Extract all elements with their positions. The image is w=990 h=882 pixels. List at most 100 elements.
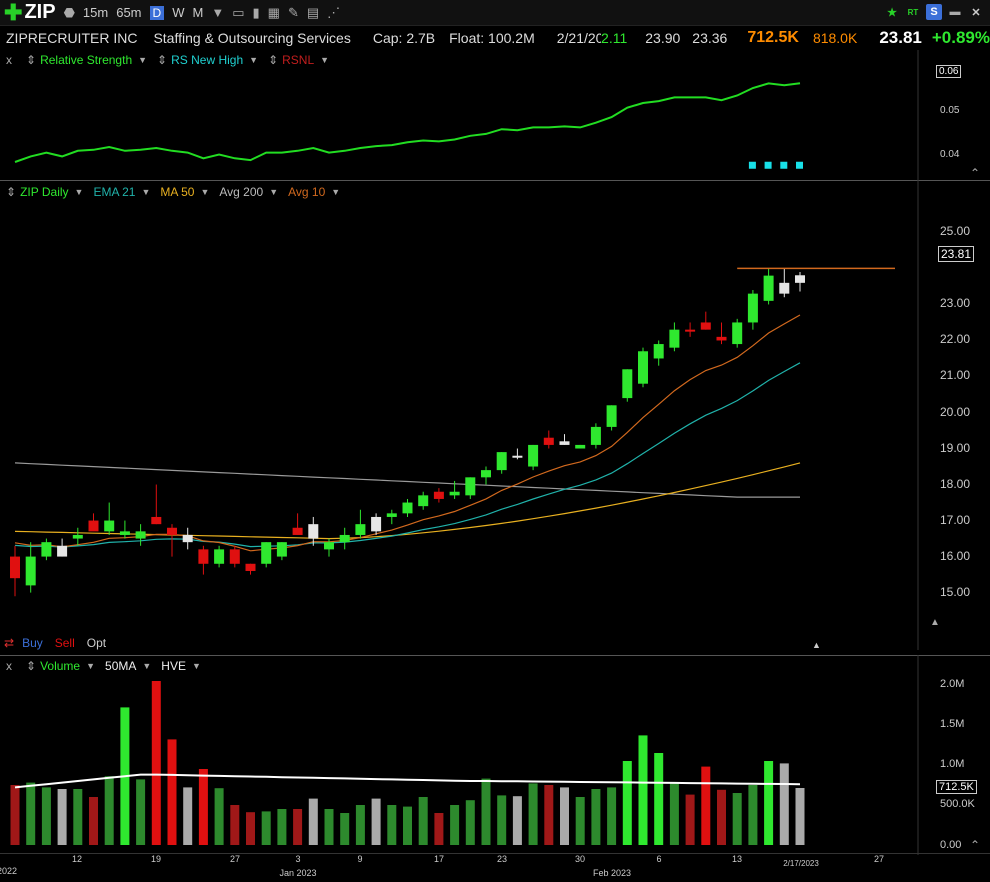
vol-collapse-icon[interactable]: ⌃ <box>970 838 981 852</box>
candle-body <box>779 282 790 294</box>
rs-axis-1: 0.05 <box>940 105 960 116</box>
calculator-icon[interactable]: ▦ <box>267 4 280 20</box>
draw-pencil-icon[interactable]: ✎ <box>287 4 299 20</box>
xtick-12: 12 <box>71 854 83 864</box>
rsnh-updown-icon[interactable]: ⇕ <box>157 53 168 67</box>
s-badge-icon[interactable]: S <box>926 4 942 20</box>
volume-close-button[interactable]: x <box>6 659 12 673</box>
price-scroll-icon[interactable]: ▲ <box>930 617 940 628</box>
candle-body <box>245 563 256 571</box>
scroll-marker-icon[interactable]: ▲ <box>812 640 821 650</box>
ma50-dropdown-icon[interactable]: ▼ <box>200 187 210 197</box>
vol50ma-dropdown-icon[interactable]: ▼ <box>142 661 152 671</box>
star-icon[interactable]: ★ <box>887 6 897 19</box>
volume-bar <box>544 785 554 845</box>
close-icon[interactable]: ✕ <box>971 6 981 19</box>
interval-daily[interactable]: D <box>149 5 165 20</box>
candle-body <box>449 491 460 496</box>
high-value: 23.90 <box>645 30 681 46</box>
trade-arrows-icon[interactable]: ⇄ <box>4 636 15 650</box>
volume-bar <box>450 805 460 845</box>
minimize-icon[interactable]: ▬ <box>949 6 961 18</box>
volume-bar <box>685 794 695 845</box>
candle-body <box>575 444 586 449</box>
volume-bar <box>575 797 585 845</box>
interval-15m[interactable]: 15m <box>82 5 109 20</box>
price-updown-icon[interactable]: ⇕ <box>6 185 17 199</box>
candle-body <box>669 329 680 348</box>
interval-65m[interactable]: 65m <box>116 5 142 20</box>
volume-bar <box>340 813 350 845</box>
rs-legend-relative-strength[interactable]: Relative Strength <box>40 53 133 67</box>
legend-volume[interactable]: Volume <box>40 659 81 673</box>
candle-body <box>10 556 20 579</box>
volume-bar <box>261 811 271 845</box>
float-label: Float: 100.2M <box>449 30 535 46</box>
tv-icon[interactable]: ▭ <box>232 4 245 20</box>
candle-body <box>653 344 664 359</box>
rs-dropdown-icon[interactable]: ▼ <box>138 55 148 65</box>
symbol-label[interactable]: ZIP <box>24 1 56 23</box>
notes-icon[interactable]: ▤ <box>306 4 320 20</box>
last-price-marker: 23.81 <box>938 246 975 262</box>
candle-style-icon[interactable]: ▮ <box>252 4 260 20</box>
legend-hve[interactable]: HVE <box>161 659 186 673</box>
price-axis-label: 17.00 <box>940 512 971 527</box>
volume-bar <box>717 789 726 845</box>
candle-body <box>229 549 240 564</box>
sell-button[interactable]: Sell <box>54 636 75 650</box>
rs-divider[interactable] <box>0 180 990 181</box>
vol-axis-1: 1.5M <box>940 718 965 730</box>
price-divider[interactable] <box>0 655 990 656</box>
rs-legend-rsnl[interactable]: RSNL <box>282 53 315 67</box>
candle-body <box>418 495 429 507</box>
legend-ma50[interactable]: MA 50 <box>160 185 195 199</box>
price-axis-label: 18.00 <box>940 476 971 491</box>
interval-monthly[interactable]: M <box>192 5 204 20</box>
volume-bar <box>355 805 365 845</box>
volume-bar <box>214 788 224 845</box>
interval-dropdown-icon[interactable]: ▼ <box>211 5 225 20</box>
legend-ema21[interactable]: EMA 21 <box>93 185 136 199</box>
rs-legend-new-high[interactable]: RS New High <box>171 53 244 67</box>
realtime-icon[interactable]: RT <box>907 7 919 17</box>
volume-bar <box>732 793 742 845</box>
daily-dropdown-icon[interactable]: ▼ <box>74 187 84 197</box>
options-button[interactable]: Opt <box>86 636 107 650</box>
legend-avg200[interactable]: Avg 200 <box>219 185 264 199</box>
market-cap: Cap: 2.7B <box>372 30 436 46</box>
ema-dropdown-icon[interactable]: ▼ <box>141 187 151 197</box>
rsnh-dropdown-icon[interactable]: ▼ <box>249 55 259 65</box>
candle-body <box>57 545 68 557</box>
rsnl-updown-icon[interactable]: ⇕ <box>268 53 279 67</box>
candle-body <box>308 524 319 539</box>
candle-body <box>465 477 476 496</box>
add-symbol-icon[interactable]: ✚ <box>4 0 23 25</box>
candle-body <box>104 520 115 532</box>
share-icon[interactable]: ⋰ <box>327 4 341 20</box>
hve-dropdown-icon[interactable]: ▼ <box>191 661 201 671</box>
legend-zip-daily[interactable]: ZIP Daily <box>20 185 69 199</box>
avg10-dropdown-icon[interactable]: ▼ <box>331 187 341 197</box>
volume-bar <box>246 812 255 845</box>
vol-axis-3: 500.0K <box>940 798 975 810</box>
rs-close-button[interactable]: x <box>6 53 12 67</box>
volume-updown-icon[interactable]: ⇕ <box>26 659 37 673</box>
legend-50ma[interactable]: 50MA <box>105 659 137 673</box>
rs-updown-icon[interactable]: ⇕ <box>26 53 37 67</box>
candle-body <box>119 531 130 535</box>
volume-bar <box>324 809 334 845</box>
rs-new-high-marker <box>748 161 756 169</box>
volume-bar <box>198 769 208 845</box>
legend-avg10[interactable]: Avg 10 <box>288 185 326 199</box>
price-tag-icon[interactable]: ⬣ <box>63 4 75 20</box>
avg200-dropdown-icon[interactable]: ▼ <box>269 187 279 197</box>
buy-button[interactable]: Buy <box>22 636 43 650</box>
volume-bar <box>151 681 161 845</box>
volume-bar <box>293 809 303 845</box>
volume-dropdown-icon[interactable]: ▼ <box>86 661 96 671</box>
rsnl-dropdown-icon[interactable]: ▼ <box>320 55 330 65</box>
volume-bar <box>497 795 507 845</box>
rs-collapse-icon[interactable]: ⌃ <box>970 166 981 180</box>
interval-weekly[interactable]: W <box>172 5 185 20</box>
